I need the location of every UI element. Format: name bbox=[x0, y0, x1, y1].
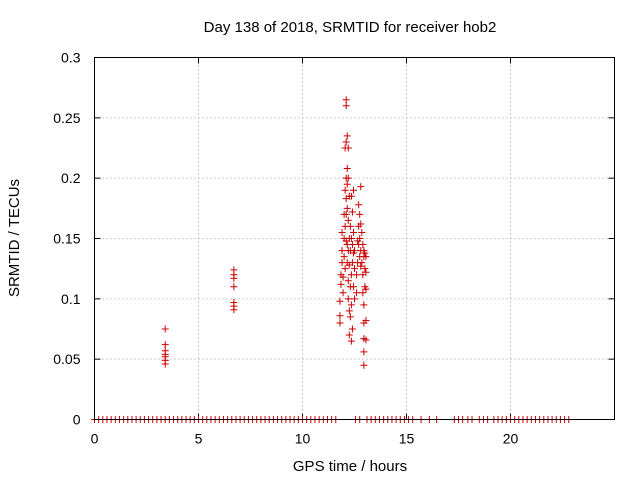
y-axis-label: SRMTID / TECUs bbox=[6, 179, 23, 297]
x-tick-label: 5 bbox=[195, 431, 203, 447]
data-point bbox=[348, 325, 356, 333]
data-point bbox=[345, 307, 353, 315]
data-point bbox=[336, 312, 344, 320]
y-tick-label: 0.1 bbox=[61, 291, 81, 307]
data-point bbox=[346, 222, 354, 230]
data-point bbox=[359, 241, 367, 249]
x-tick-label: 20 bbox=[503, 431, 519, 447]
data-point bbox=[361, 249, 369, 257]
data-point bbox=[353, 271, 361, 279]
data-point bbox=[361, 265, 369, 273]
data-point bbox=[347, 301, 355, 309]
data-point bbox=[342, 138, 350, 146]
data-point bbox=[362, 336, 370, 344]
x-tick-label: 10 bbox=[295, 431, 311, 447]
data-point bbox=[344, 174, 352, 182]
data-point bbox=[343, 132, 351, 140]
data-point bbox=[349, 228, 357, 236]
data-point bbox=[161, 325, 169, 333]
data-point bbox=[356, 235, 364, 242]
data-point bbox=[343, 204, 351, 212]
data-point bbox=[351, 265, 358, 273]
data-point bbox=[336, 319, 344, 327]
data-point bbox=[342, 96, 350, 104]
y-tick-label: 0.25 bbox=[53, 110, 80, 126]
x-tick-label: 0 bbox=[91, 431, 99, 447]
data-point bbox=[161, 341, 169, 349]
data-point bbox=[349, 186, 357, 194]
data-point bbox=[343, 180, 351, 188]
data-point bbox=[344, 295, 352, 303]
data-point bbox=[353, 289, 361, 297]
data-point bbox=[356, 210, 364, 218]
data-point bbox=[362, 285, 370, 293]
data-point bbox=[340, 253, 348, 261]
data-point bbox=[344, 144, 352, 152]
data-point bbox=[357, 183, 365, 191]
data-point bbox=[360, 301, 368, 309]
data-point bbox=[348, 208, 356, 216]
data-point bbox=[161, 360, 169, 368]
y-tick-label: 0.15 bbox=[53, 231, 80, 247]
data-point bbox=[345, 331, 353, 339]
data-point bbox=[357, 220, 365, 228]
data-point bbox=[360, 361, 368, 369]
data-point bbox=[336, 297, 344, 305]
data-point bbox=[339, 273, 347, 281]
data-points bbox=[91, 96, 573, 423]
x-tick-label: 15 bbox=[399, 431, 415, 447]
data-point bbox=[343, 165, 351, 173]
data-point bbox=[346, 313, 354, 321]
data-point bbox=[347, 192, 355, 200]
plot-frame bbox=[94, 57, 615, 420]
data-point bbox=[342, 210, 350, 218]
data-point bbox=[347, 337, 355, 345]
data-point bbox=[351, 247, 358, 255]
data-point bbox=[337, 280, 345, 288]
data-point bbox=[344, 277, 352, 285]
data-point bbox=[341, 265, 349, 273]
y-tick-label: 0.2 bbox=[61, 170, 81, 186]
data-point bbox=[348, 241, 356, 249]
y-tick-label: 0.05 bbox=[53, 351, 80, 367]
data-point bbox=[360, 348, 368, 356]
chart-title: Day 138 of 2018, SRMTID for receiver hob… bbox=[204, 19, 497, 36]
data-point bbox=[342, 102, 350, 110]
data-point bbox=[358, 228, 366, 236]
data-point bbox=[358, 259, 366, 267]
data-point bbox=[355, 201, 363, 209]
data-point bbox=[344, 216, 352, 224]
data-point bbox=[341, 186, 349, 194]
x-axis-label: GPS time / hours bbox=[293, 458, 407, 475]
data-point bbox=[230, 274, 238, 282]
data-point bbox=[362, 253, 370, 261]
data-point bbox=[338, 247, 346, 255]
y-tick-label: 0 bbox=[73, 412, 81, 428]
data-point bbox=[362, 268, 370, 276]
data-point bbox=[349, 283, 357, 291]
data-point bbox=[357, 262, 365, 270]
axis-ticks: 0 5 10 15 20 0 0.05 0.1 0.15 0.2 0.25 0.3 bbox=[53, 50, 615, 447]
y-tick-label: 0.3 bbox=[61, 50, 81, 66]
data-point bbox=[338, 228, 346, 236]
data-point bbox=[351, 295, 358, 303]
data-point bbox=[347, 235, 355, 242]
data-point bbox=[339, 289, 347, 297]
data-point bbox=[230, 283, 238, 291]
data-point bbox=[230, 306, 238, 314]
data-point bbox=[362, 317, 370, 325]
data-point bbox=[359, 289, 367, 297]
